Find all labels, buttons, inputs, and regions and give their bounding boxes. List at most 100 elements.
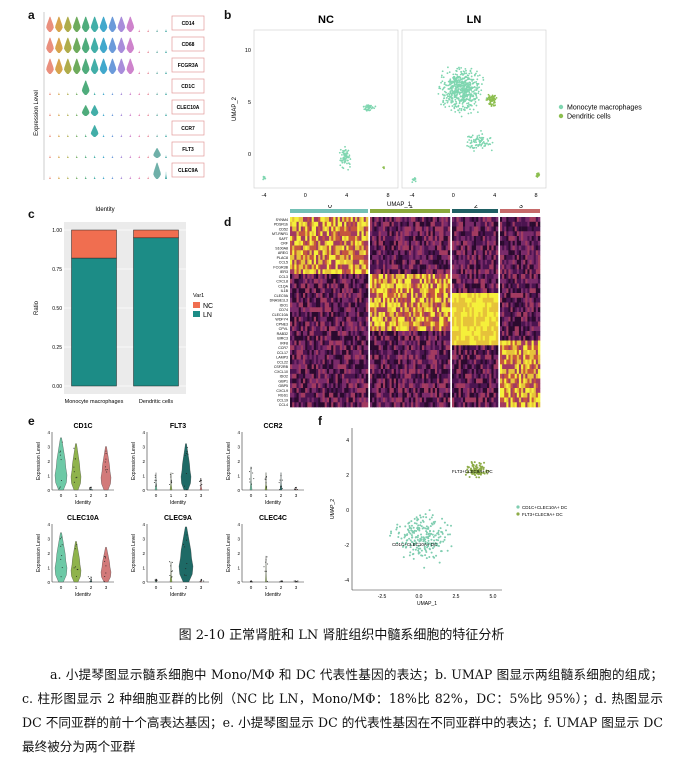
d-heat-cell xyxy=(348,397,351,403)
d-heat-cell xyxy=(393,350,397,356)
d-heat-cell xyxy=(465,259,468,265)
d-heat-cell xyxy=(408,274,412,280)
d-heat-cell xyxy=(480,378,483,384)
d-heat-cell xyxy=(380,326,384,332)
d-heat-cell xyxy=(495,302,499,308)
a-violin-6-4 xyxy=(84,155,87,158)
d-heat-cell xyxy=(439,236,442,242)
d-heat-cell xyxy=(480,269,483,275)
d-heat-cell xyxy=(326,321,330,327)
d-heat-cell xyxy=(303,312,306,318)
d-heat-cell xyxy=(322,302,325,308)
d-heat-cell xyxy=(408,288,412,294)
b-point-mono xyxy=(459,95,462,97)
d-heat-cell xyxy=(482,245,486,251)
d-heat-cell xyxy=(463,269,466,275)
d-heat-cell xyxy=(298,217,302,223)
b-point-mono xyxy=(453,107,456,110)
d-heat-cell xyxy=(333,217,336,223)
d-heat-cell xyxy=(311,373,315,379)
d-heat-cell xyxy=(320,326,323,332)
d-heat-cell xyxy=(355,316,358,322)
d-heat-cell xyxy=(313,255,317,261)
b-point-mono xyxy=(476,70,478,73)
d-heat-cell xyxy=(471,278,475,284)
c-xtick: Dendritic cells xyxy=(139,399,173,405)
d-heat-cell xyxy=(471,250,475,256)
d-heat-cell xyxy=(342,217,345,223)
d-heat-cell xyxy=(430,364,433,370)
d-heat-cell xyxy=(460,402,464,408)
d-heat-cell xyxy=(465,307,468,313)
d-heat-cell xyxy=(372,359,375,365)
b-point-dc xyxy=(489,98,491,101)
d-heat-cell xyxy=(359,236,362,242)
d-heat-cell xyxy=(365,354,369,360)
b-point-mono xyxy=(451,99,454,102)
d-heat-cell xyxy=(303,302,306,308)
d-heat-cell xyxy=(326,397,330,403)
d-heat-cell xyxy=(531,231,535,237)
d-heat-cell xyxy=(372,269,375,275)
d-heat-cell xyxy=(393,221,397,227)
d-heat-cell xyxy=(460,369,464,375)
d-heat-cell xyxy=(437,221,440,227)
d-heat-cell xyxy=(372,383,375,389)
d-heat-cell xyxy=(318,373,321,379)
d-heat-cell xyxy=(531,255,535,261)
d-heat-cell xyxy=(489,373,492,379)
d-heat-cell xyxy=(372,397,375,403)
d-heat-cell xyxy=(298,259,302,265)
d-heat-cell xyxy=(537,255,541,261)
d-heat-cell xyxy=(452,302,455,308)
d-heat-cell xyxy=(350,269,354,275)
d-heat-cell xyxy=(298,312,302,318)
d-heat-cell xyxy=(359,364,362,370)
d-heat-cell xyxy=(290,264,293,270)
d-heat-cell xyxy=(402,378,405,384)
d-heat-cell xyxy=(473,264,477,270)
d-heat-cell xyxy=(383,307,386,313)
d-heat-cell xyxy=(307,340,310,346)
d-heat-cell xyxy=(313,345,317,351)
d-heat-cell xyxy=(316,297,319,303)
d-heat-cell xyxy=(447,302,451,308)
d-heat-cell xyxy=(465,369,468,375)
d-heat-cell xyxy=(411,392,414,398)
d-heat-cell xyxy=(335,354,338,360)
d-heat-cell xyxy=(290,278,293,284)
d-heat-cell xyxy=(393,369,397,375)
d-heat-cell xyxy=(359,316,362,322)
d-heat-cell xyxy=(510,259,513,265)
d-heat-cell xyxy=(413,350,416,356)
d-heat-cell xyxy=(411,331,414,337)
d-heat-cell xyxy=(290,359,293,365)
d-heat-cell xyxy=(342,307,345,313)
a-violin-3-12 xyxy=(156,92,159,95)
d-heat-cell xyxy=(383,335,386,341)
d-heat-cell xyxy=(370,297,373,303)
panel-c-letter: c xyxy=(28,207,35,221)
d-heat-cell xyxy=(476,250,479,256)
d-heat-cell xyxy=(441,350,444,356)
d-heat-cell xyxy=(458,302,462,308)
d-heat-cell xyxy=(372,350,375,356)
d-heat-cell xyxy=(495,240,499,246)
d-heat-cell xyxy=(309,259,312,265)
b-point-mono xyxy=(456,79,458,82)
d-heat-cell xyxy=(374,307,377,313)
d-heat-cell xyxy=(514,255,518,261)
d-heat-cell xyxy=(469,397,472,403)
d-heat-cell xyxy=(487,297,490,303)
d-heat-cell xyxy=(419,397,423,403)
d-heat-cell xyxy=(531,226,535,232)
d-heat-cell xyxy=(432,274,436,280)
a-violin-2-6 xyxy=(99,58,108,74)
b-point-mono xyxy=(452,75,455,78)
d-heat-cell xyxy=(458,293,462,299)
d-heat-cell xyxy=(419,302,423,308)
d-heat-cell xyxy=(487,245,490,251)
d-heat-cell xyxy=(413,373,416,379)
d-heat-cell xyxy=(298,236,302,242)
d-heat-cell xyxy=(529,259,532,265)
